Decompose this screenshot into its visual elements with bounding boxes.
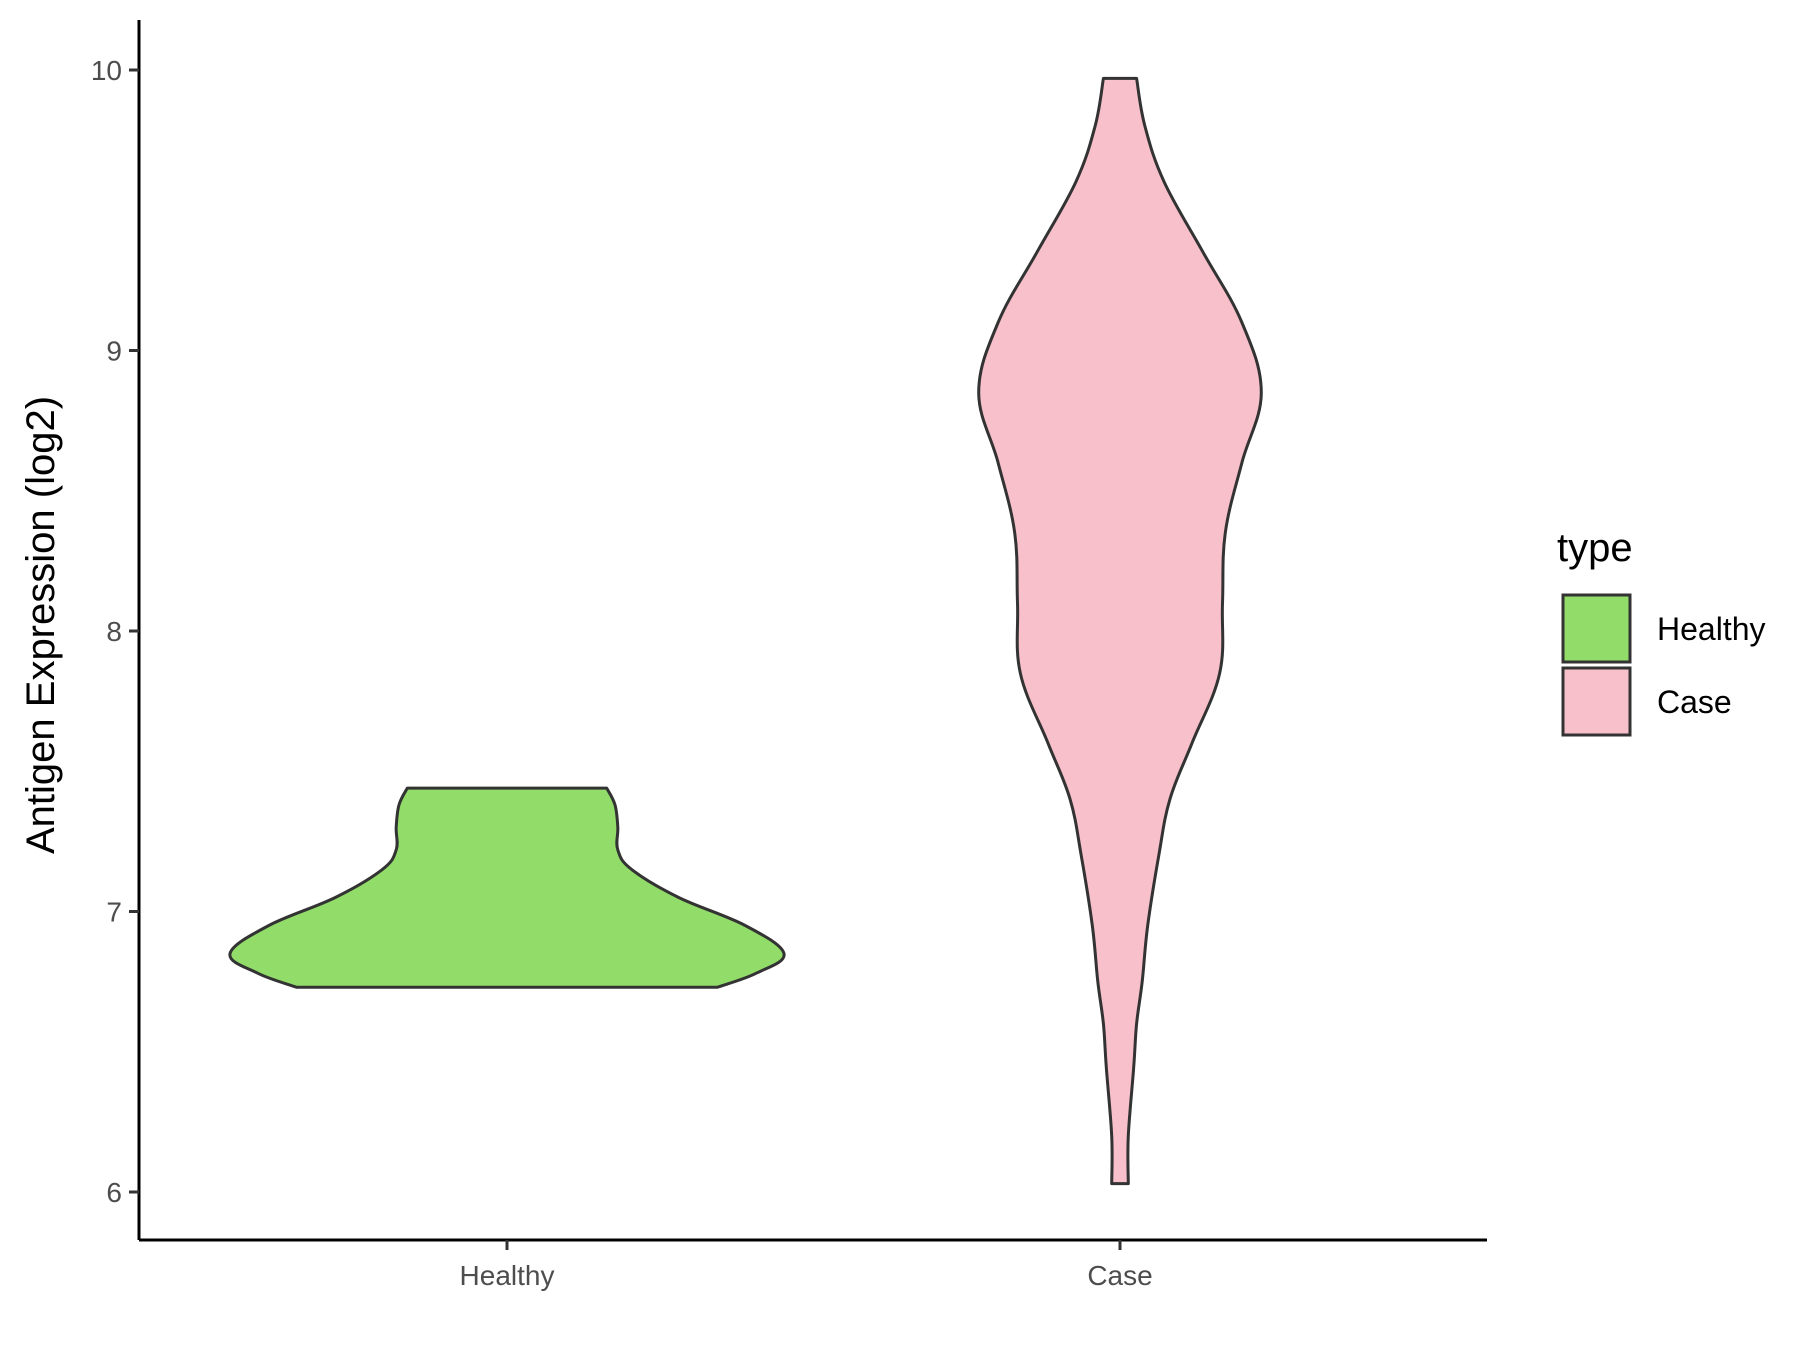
y-axis-title: Antigen Expression (log2) [19, 396, 63, 854]
violin-healthy [228, 786, 786, 989]
legend-swatch-healthy [1561, 593, 1632, 664]
y-tick-label: 9 [106, 336, 122, 367]
y-tick-label: 8 [106, 616, 122, 647]
y-tick-label: 6 [106, 1177, 122, 1208]
legend-label-healthy: Healthy [1657, 611, 1766, 647]
axes: 6 7 8 9 10 Healthy Case [91, 20, 1487, 1291]
violin-case [977, 76, 1263, 1186]
x-tick-label: Case [1087, 1260, 1152, 1291]
legend: type Healthy Case [1557, 526, 1766, 737]
y-tick-label: 10 [91, 55, 122, 86]
legend-title: type [1557, 526, 1633, 570]
y-tick-label: 7 [106, 897, 122, 928]
x-tick-label: Healthy [460, 1260, 555, 1291]
legend-label-case: Case [1657, 684, 1732, 720]
violin-layer [228, 76, 1263, 1186]
legend-swatch-case [1561, 666, 1632, 737]
